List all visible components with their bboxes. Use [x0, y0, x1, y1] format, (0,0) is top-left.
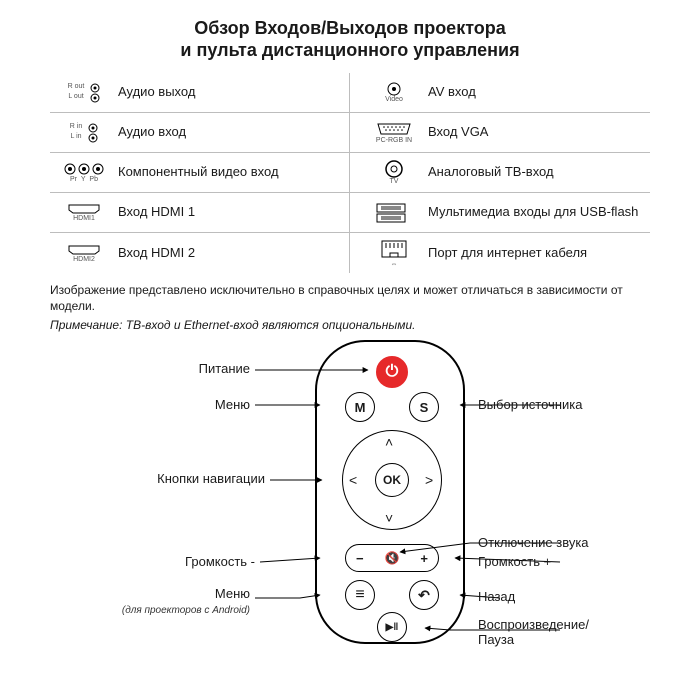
title-line2: и пульта дистанционного управления — [180, 40, 519, 60]
remote-body: ⏻ M S OK ˄ ˅ ˂ ˃ − 🔇 + ≡ ↶ ▶ǁ — [315, 340, 465, 644]
volume-bar: − 🔇 + — [345, 544, 439, 572]
power-button: ⏻ — [376, 356, 408, 388]
usb-icon — [360, 203, 428, 223]
io-label: Мультимедиа входы для USB-flash — [428, 205, 650, 220]
callout-volup: Громкость + — [478, 555, 551, 569]
io-label: Аудио выход — [118, 85, 341, 100]
callout-nav: Кнопки навигации — [40, 472, 265, 486]
io-row: R out L out Аудио выход — [50, 73, 350, 113]
callout-source: Выбор источника — [478, 398, 582, 412]
callout-back: Назад — [478, 590, 515, 604]
io-label: Вход HDMI 2 — [118, 246, 341, 261]
disclaimer-text: Изображение представлено исключительно в… — [50, 283, 650, 314]
android-menu-button: ≡ — [345, 580, 375, 610]
io-table: R out L out Аудио выход R in L in Аудио … — [50, 73, 650, 273]
left-arrow-icon: ˂ — [349, 472, 357, 488]
io-label: Вход VGA — [428, 125, 650, 140]
video-jack-icon: Video — [360, 82, 428, 103]
io-row: HDMI1 Вход HDMI 1 — [50, 193, 350, 233]
callout-android-menu: Меню(для проекторов с Android) — [40, 587, 250, 616]
note-text: Примечание: ТВ-вход и Ethernet-вход явля… — [50, 318, 650, 332]
ethernet-icon: ⇔ — [360, 239, 428, 268]
io-row: HDMI2 Вход HDMI 2 — [50, 233, 350, 273]
io-right-column: Video AV вход PC-RGB IN Вход VGA TV Анал… — [350, 73, 650, 273]
callout-play: Воспроизведение/ Пауза — [478, 618, 589, 647]
io-label: Вход HDMI 1 — [118, 205, 341, 220]
hdmi1-icon: HDMI1 — [50, 203, 118, 222]
callout-menu: Меню — [40, 398, 250, 412]
io-label: Аудио вход — [118, 125, 341, 140]
down-arrow-icon: ˅ — [385, 510, 393, 526]
io-row: ⇔ Порт для интернет кабеля — [350, 233, 650, 273]
hdmi2-icon: HDMI2 — [50, 244, 118, 263]
vga-icon: PC-RGB IN — [360, 121, 428, 144]
mute-icon: 🔇 — [385, 551, 400, 565]
callout-voldown: Громкость - — [40, 555, 255, 569]
page-title: Обзор Входов/Выходов проектора и пульта … — [40, 18, 660, 61]
io-left-column: R out L out Аудио выход R in L in Аудио … — [50, 73, 350, 273]
vol-down-icon: − — [356, 551, 364, 566]
io-label: Порт для интернет кабеля — [428, 246, 650, 261]
callout-power: Питание — [40, 362, 250, 376]
antenna-icon: TV — [360, 160, 428, 185]
io-row: Мультимедиа входы для USB-flash — [350, 193, 650, 233]
source-button: S — [409, 392, 439, 422]
io-label: AV вход — [428, 85, 650, 100]
right-arrow-icon: ˃ — [425, 472, 433, 488]
io-row: Video AV вход — [350, 73, 650, 113]
io-row: R in L in Аудио вход — [50, 113, 350, 153]
component-icon: Pr Y Pb — [50, 162, 118, 183]
io-label: Компонентный видео вход — [118, 165, 341, 180]
play-pause-button: ▶ǁ — [377, 612, 407, 642]
remote-diagram: ⏻ M S OK ˄ ˅ ˂ ˃ − 🔇 + ≡ ↶ ▶ǁ — [40, 340, 660, 648]
io-row: Pr Y Pb Компонентный видео вход — [50, 153, 350, 193]
menu-button: M — [345, 392, 375, 422]
audio-in-icon: R in L in — [50, 123, 118, 143]
title-line1: Обзор Входов/Выходов проектора — [194, 18, 506, 38]
io-label: Аналоговый ТВ-вход — [428, 165, 650, 180]
back-button: ↶ — [409, 580, 439, 610]
vol-up-icon: + — [420, 551, 428, 566]
io-row: PC-RGB IN Вход VGA — [350, 113, 650, 153]
up-arrow-icon: ˄ — [385, 434, 393, 450]
io-row: TV Аналоговый ТВ-вход — [350, 153, 650, 193]
callout-mute: Отключение звука — [478, 536, 589, 550]
audio-out-icon: R out L out — [50, 83, 118, 103]
